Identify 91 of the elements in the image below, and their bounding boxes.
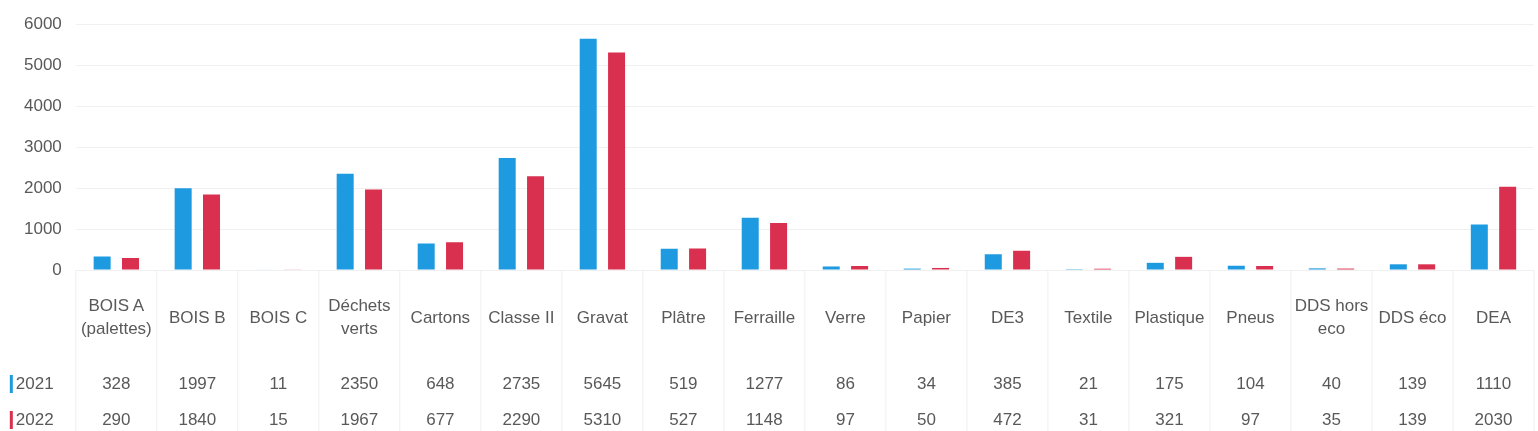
data-label: 5645	[583, 373, 622, 393]
bar	[1470, 224, 1488, 270]
x-tick-label: Verre	[825, 307, 866, 327]
x-tick-label: Déchets verts	[328, 296, 391, 339]
x-tick-label: DDS éco	[1378, 307, 1447, 327]
data-label: 1277	[745, 373, 784, 393]
data-label: 648	[426, 373, 455, 393]
x-tick-label: Classe II	[488, 307, 555, 327]
y-tick-label: 2000	[23, 177, 62, 197]
y-tick-label: 0	[52, 259, 62, 279]
data-label: 21	[1078, 373, 1098, 393]
data-label: 35	[1322, 409, 1341, 429]
x-tick-label: Plastique	[1134, 307, 1205, 327]
bar	[446, 242, 464, 270]
bar	[336, 173, 354, 270]
data-label: 11	[269, 373, 288, 393]
data-label: 1997	[178, 373, 217, 393]
data-label: 2030	[1474, 409, 1513, 429]
data-label: 328	[102, 373, 131, 393]
y-tick-label: 5000	[23, 54, 62, 74]
data-label: 15	[268, 409, 288, 429]
bar	[1499, 186, 1517, 270]
data-label: 175	[1155, 373, 1184, 393]
bar	[527, 176, 545, 270]
data-label: 321	[1155, 409, 1184, 429]
data-label: 677	[426, 409, 455, 429]
bar	[498, 157, 516, 270]
bar	[984, 254, 1002, 270]
bar	[1227, 265, 1245, 270]
y-tick-label: 4000	[23, 95, 62, 115]
data-label: 527	[669, 409, 698, 429]
data-label: 290	[102, 409, 131, 429]
bar	[660, 248, 678, 270]
data-label: 34	[916, 373, 936, 393]
x-tick-label: BOIS B	[168, 307, 226, 327]
x-tick-label: Papier	[901, 307, 952, 327]
x-tick-label: Textile	[1064, 307, 1113, 327]
bar	[689, 248, 707, 270]
x-tick-label: Cartons	[410, 307, 471, 327]
bar	[822, 266, 840, 270]
bar	[851, 266, 869, 270]
data-label: 5310	[583, 409, 622, 429]
x-tick-label: BOIS A (palettes)	[80, 296, 152, 339]
data-label: 2735	[502, 373, 541, 393]
data-label: 104	[1236, 373, 1265, 393]
x-tick-label: Ferraille	[733, 307, 796, 327]
legend-label: 2021	[15, 373, 54, 393]
data-label: 472	[993, 409, 1022, 429]
data-label: 139	[1398, 373, 1427, 393]
bar	[203, 194, 221, 270]
data-label: 139	[1398, 409, 1427, 429]
data-label: 40	[1322, 373, 1341, 393]
bar	[365, 189, 383, 270]
x-tick-label: DE3	[990, 307, 1024, 327]
x-tick-label: DEA	[1476, 307, 1512, 327]
bar	[121, 258, 140, 270]
data-label: 1148	[746, 409, 783, 429]
data-label: 1967	[340, 409, 379, 429]
y-tick-label: 6000	[23, 13, 62, 33]
bar	[93, 256, 111, 270]
legend-label: 2022	[15, 409, 54, 429]
x-tick-label: Pneus	[1226, 307, 1275, 327]
y-tick-label: 3000	[23, 136, 62, 156]
data-label: 97	[1241, 409, 1260, 429]
x-tick-label: Plâtre	[661, 307, 706, 327]
bar	[1389, 264, 1407, 270]
y-tick-label: 1000	[23, 218, 62, 238]
data-label: 50	[916, 409, 936, 429]
bar	[770, 222, 788, 270]
bar	[1146, 262, 1164, 270]
data-label: 2350	[340, 373, 379, 393]
bar	[741, 217, 759, 270]
data-label: 97	[835, 409, 855, 429]
bar	[608, 52, 626, 270]
bar	[1013, 250, 1031, 270]
bar	[579, 38, 597, 270]
bar	[1175, 256, 1193, 270]
x-tick-label: BOIS C	[249, 307, 308, 327]
data-label: 31	[1078, 409, 1098, 429]
data-label: 385	[993, 373, 1022, 393]
data-label: 519	[669, 373, 698, 393]
bar	[1256, 266, 1274, 270]
x-tick-label: DDS hors eco	[1294, 296, 1369, 339]
data-label: 1110	[1475, 373, 1512, 393]
bar	[417, 243, 435, 270]
data-label: 86	[835, 373, 855, 393]
bar	[174, 188, 192, 270]
bar	[1418, 264, 1436, 270]
data-label: 1840	[178, 409, 217, 429]
x-tick-label: Gravat	[576, 307, 629, 327]
data-label: 2290	[502, 409, 541, 429]
